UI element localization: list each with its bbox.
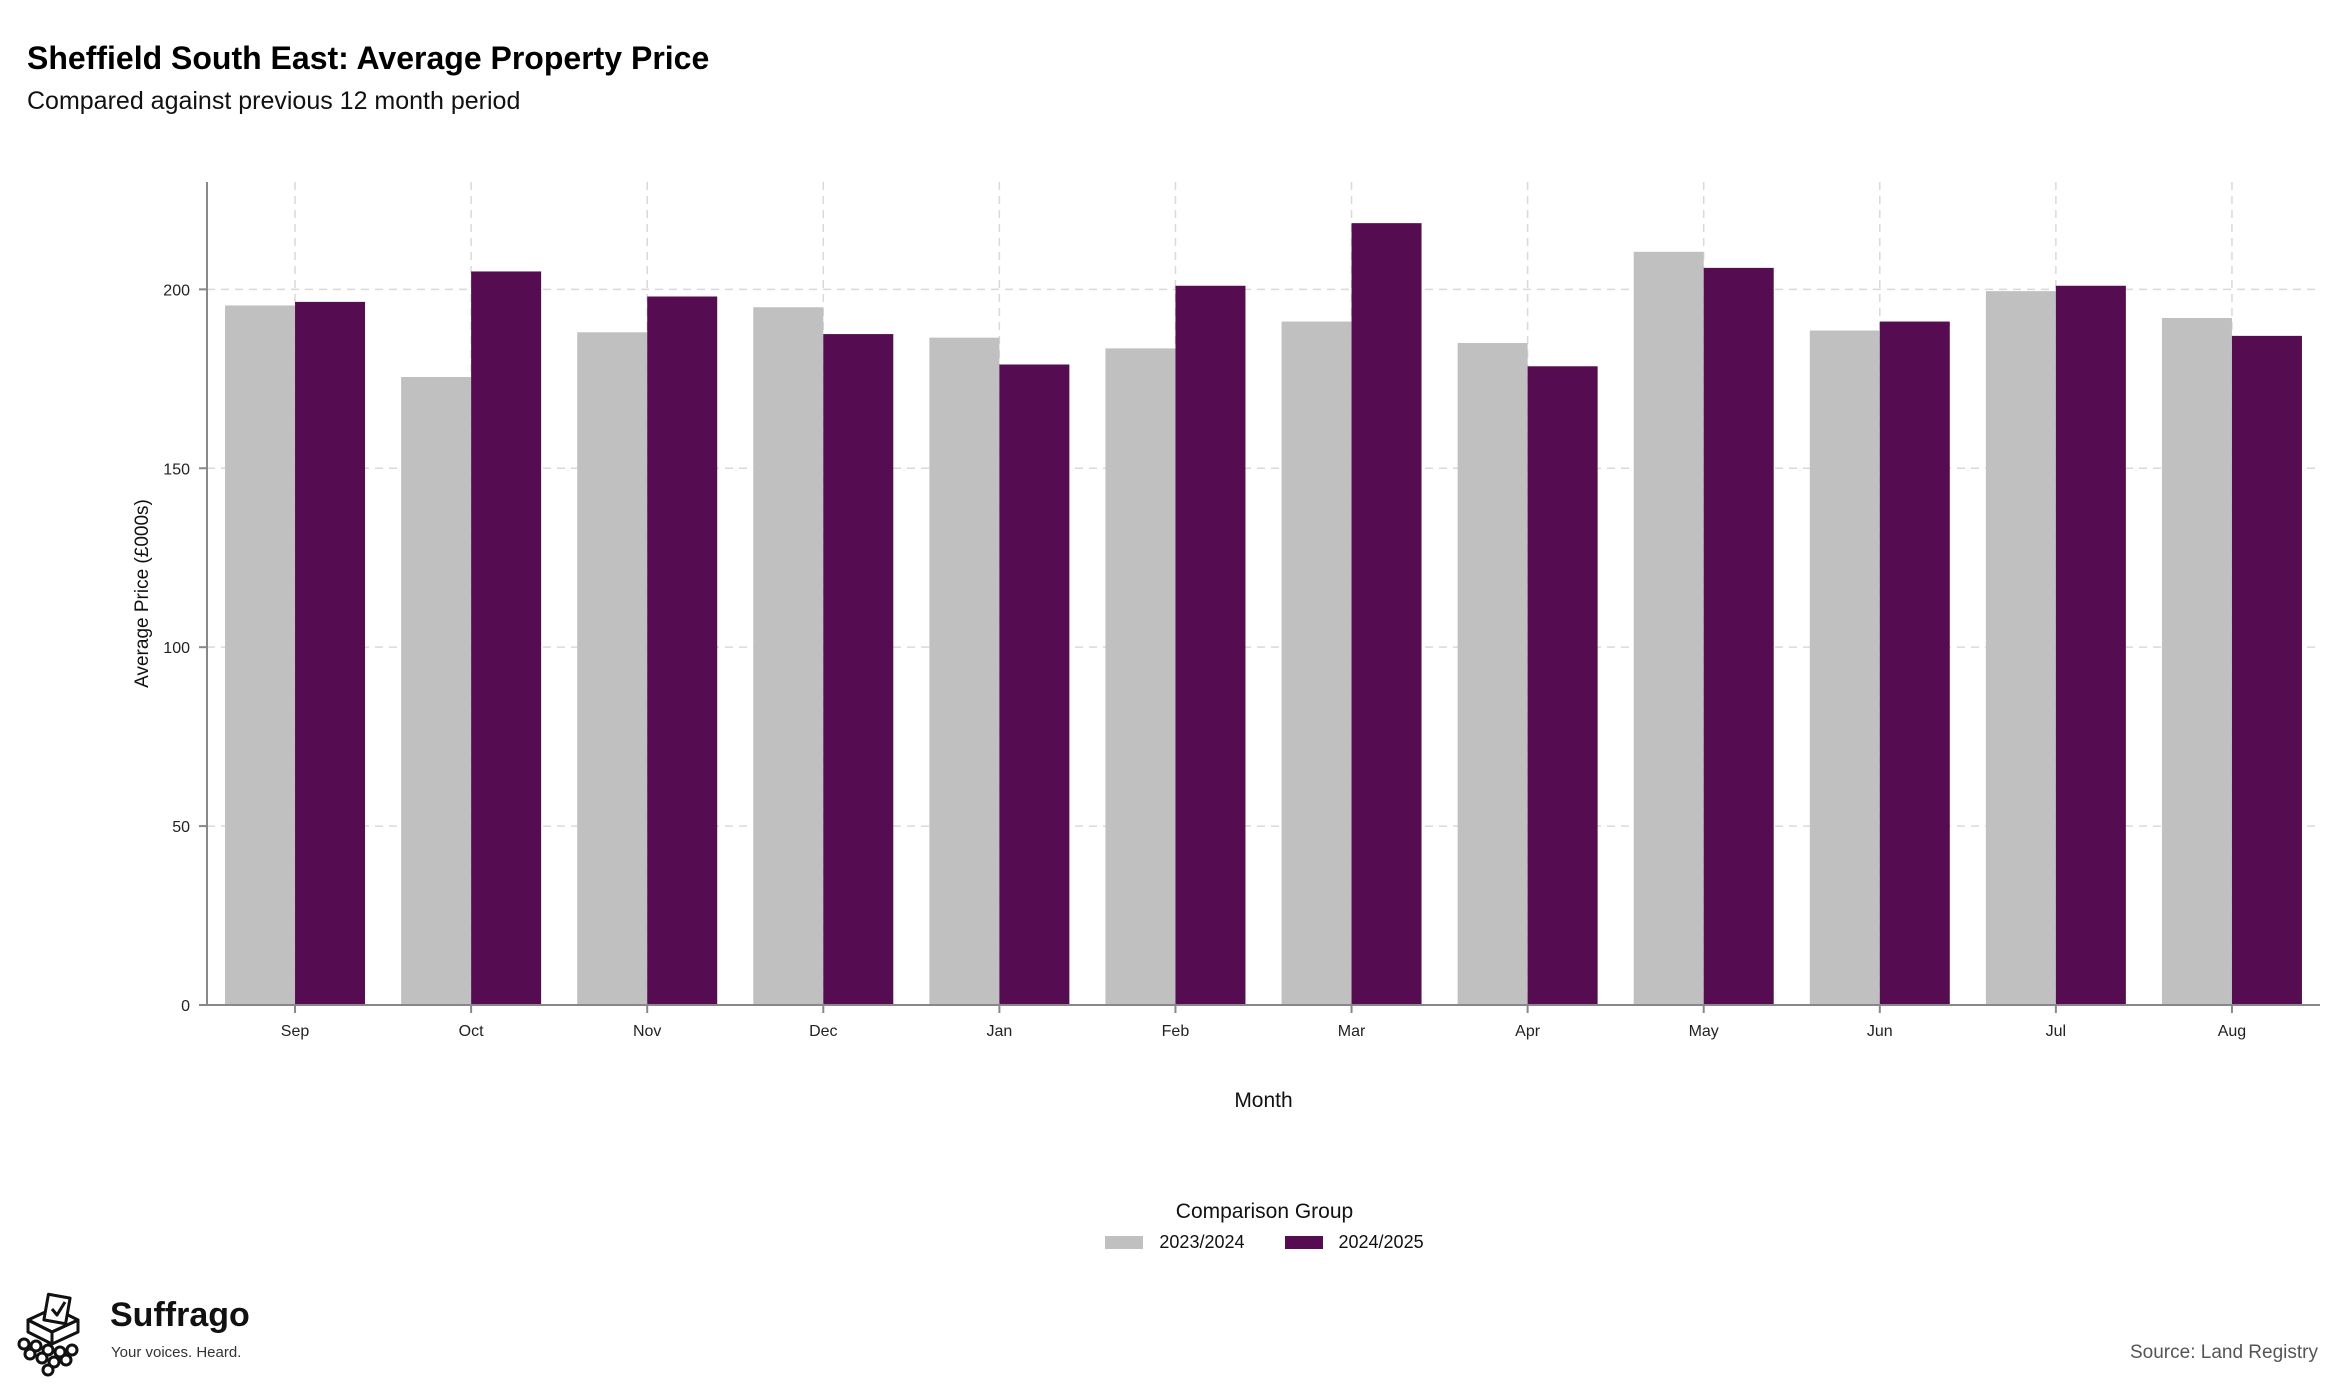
bar-2023-2024-mar (1281, 321, 1352, 1005)
bar-2023-2024-oct (401, 377, 472, 1005)
bar-2024-2025-jan (999, 364, 1070, 1005)
x-axis-title: Month (1234, 1089, 1292, 1112)
ballot-box-icon (17, 1292, 80, 1377)
axis-labels: 0 50 100 150 200 Sep Oct Nov Dec Jan Feb Mar Apr May J… (132, 282, 2246, 1112)
legend-label: 2024/2025 (1338, 1232, 1424, 1252)
bar-2023-2024-jul (1985, 291, 2056, 1005)
x-tick-label: Apr (1515, 1023, 1541, 1040)
y-tick-label: 200 (163, 282, 190, 299)
legend-swatch (1105, 1236, 1144, 1249)
x-tick-label: Oct (459, 1023, 484, 1040)
bar-2024-2025-apr (1527, 366, 1598, 1006)
x-tick-label: Nov (633, 1023, 661, 1040)
bar-2023-2024-apr (1457, 343, 1528, 1005)
y-axis-title: Average Price (£000s) (132, 499, 153, 688)
y-tick-label: 100 (163, 640, 190, 657)
x-tick-label: Jan (986, 1023, 1012, 1040)
bar-2024-2025-nov (647, 296, 718, 1005)
bar-2024-2025-dec (823, 334, 894, 1006)
x-tick-label: Jul (2046, 1023, 2066, 1040)
brand-name: Suffrago (110, 1296, 250, 1334)
legend-title: Comparison Group (1175, 1200, 1354, 1223)
bar-2024-2025-aug (2231, 335, 2302, 1005)
bar-2023-2024-may (1633, 251, 1704, 1005)
bar-2023-2024-aug (2161, 317, 2232, 1006)
brand-logo: Suffrago Your voices. Heard. (14, 1292, 274, 1382)
bar-chart: 0 50 100 150 200 Sep Oct Nov Dec Jan Feb Mar Apr May J… (132, 182, 2320, 1112)
bar-2023-2024-jan (929, 337, 1000, 1005)
legend: Comparison Group 2023/2024 2024/2025 (0, 1200, 2334, 1253)
x-tick-label: Sep (281, 1023, 310, 1040)
source-note: Source: Land Registry (2130, 1342, 2318, 1363)
legend-items: 2023/2024 2024/2025 (195, 1232, 2334, 1253)
y-tick-label: 50 (172, 819, 190, 836)
brand-tagline: Your voices. Heard. (111, 1344, 242, 1361)
x-tick-label: Feb (1162, 1023, 1190, 1040)
y-tick-label: 0 (181, 998, 190, 1015)
bar-2023-2024-nov (577, 332, 648, 1005)
x-tick-label: Mar (1338, 1023, 1366, 1040)
bar-2023-2024-feb (1105, 348, 1176, 1005)
y-tick-label: 150 (163, 461, 190, 478)
bar-2024-2025-jun (1879, 321, 1950, 1005)
legend-label: 2023/2024 (1159, 1232, 1245, 1252)
bar-2024-2025-sep (295, 301, 366, 1006)
legend-item: 2023/2024 (1105, 1232, 1245, 1253)
bar-2024-2025-may (1703, 267, 1774, 1005)
legend-item: 2024/2025 (1284, 1232, 1424, 1253)
x-tick-label: Aug (2218, 1023, 2246, 1040)
bar-2024-2025-feb (1175, 285, 1246, 1006)
x-tick-label: May (1689, 1023, 1719, 1040)
bar-2024-2025-jul (2055, 285, 2126, 1006)
bar-2023-2024-jun (1809, 330, 1880, 1006)
bar-2024-2025-mar (1351, 223, 1422, 1005)
chart-title: Sheffield South East: Average Property P… (27, 40, 710, 76)
bar-2023-2024-dec (753, 307, 824, 1005)
bar-2024-2025-oct (471, 271, 542, 1005)
chart-subtitle: Compared against previous 12 month perio… (27, 87, 521, 115)
bar-2023-2024-sep (225, 305, 296, 1005)
axes (199, 182, 2320, 1013)
x-tick-label: Dec (809, 1023, 837, 1040)
bars (225, 223, 2302, 1006)
x-tick-label: Jun (1867, 1023, 1893, 1040)
legend-swatch (1284, 1236, 1323, 1249)
